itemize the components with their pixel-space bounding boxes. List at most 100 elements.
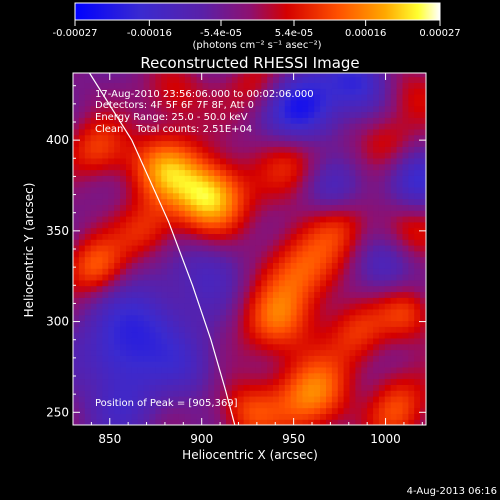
heatmap-cell (384, 157, 392, 165)
heatmap-cell (214, 239, 221, 246)
heatmap-cell (337, 262, 345, 269)
heatmap-cell (149, 390, 156, 397)
heatmap-cell (320, 401, 327, 409)
heatmap-cell (373, 99, 380, 107)
heatmap-cell (308, 73, 315, 78)
heatmap-cell (243, 355, 251, 362)
heatmap-cell (202, 210, 209, 217)
heatmap-cell (308, 256, 315, 263)
heatmap-cell (384, 210, 392, 217)
heatmap-cell (184, 76, 192, 83)
heatmap-cell (237, 262, 245, 269)
heatmap-cell (108, 186, 115, 194)
heatmap-cell (390, 245, 398, 252)
heatmap-cell (184, 407, 192, 414)
heatmap-cell (202, 88, 209, 95)
heatmap-cell (420, 396, 426, 403)
heatmap-cell (261, 262, 268, 269)
heatmap-cell (178, 82, 186, 89)
heatmap-cell (202, 227, 209, 234)
heatmap-cell (261, 117, 268, 124)
heatmap-cell (390, 169, 398, 176)
heatmap-cell (314, 198, 321, 205)
heatmap-cell (237, 221, 245, 229)
heatmap-cell (84, 169, 92, 176)
heatmap-cell (408, 262, 415, 269)
heatmap-cell (278, 285, 286, 293)
heatmap-cell (102, 279, 109, 287)
heatmap-cell (178, 128, 186, 136)
heatmap-cell (84, 314, 92, 322)
heatmap-cell (390, 396, 398, 403)
heatmap-cell (120, 186, 127, 194)
heatmap-cell (302, 419, 309, 425)
heatmap-cell (255, 250, 262, 258)
heatmap-cell (126, 245, 133, 252)
heatmap-cell (337, 401, 345, 409)
heatmap-cell (320, 134, 327, 142)
heatmap-cell (267, 308, 274, 316)
heatmap-cell (84, 186, 92, 194)
heatmap-cell (331, 111, 339, 118)
heatmap-cell (278, 99, 286, 107)
heatmap-cell (155, 314, 162, 322)
heatmap-cell (190, 332, 198, 339)
heatmap-cell (278, 326, 286, 333)
heatmap-cell (149, 279, 156, 287)
heatmap-cell (202, 221, 209, 229)
heatmap-cell (155, 134, 162, 142)
heatmap-cell (402, 378, 409, 385)
heatmap-cell (178, 349, 186, 356)
heatmap-cell (155, 390, 162, 397)
heatmap-cell (378, 314, 386, 322)
heatmap-cell (373, 366, 380, 374)
heatmap-cell (384, 111, 392, 118)
heatmap-cell (349, 169, 356, 176)
heatmap-cell (131, 204, 139, 211)
heatmap-cell (78, 413, 86, 420)
heatmap-cell (361, 99, 368, 107)
heatmap-cell (114, 297, 121, 304)
heatmap-cell (190, 239, 198, 246)
heatmap-cell (114, 76, 121, 83)
heatmap-cell (196, 413, 204, 420)
heatmap-cell (378, 146, 386, 153)
heatmap-cell (73, 250, 80, 258)
heatmap-cell (402, 111, 409, 118)
heatmap-cell (184, 262, 192, 269)
heatmap-cell (220, 343, 227, 351)
heatmap-cell (373, 279, 380, 287)
heatmap-cell (331, 366, 339, 374)
heatmap-cell (137, 314, 145, 322)
heatmap-cell (290, 337, 298, 345)
heatmap-cell (326, 76, 333, 83)
heatmap-cell (408, 337, 415, 345)
heatmap-cell (296, 291, 304, 298)
heatmap-cell (90, 175, 98, 182)
heatmap-cell (78, 192, 86, 200)
heatmap-cell (284, 233, 292, 240)
heatmap-cell (155, 157, 162, 165)
heatmap-cell (126, 320, 133, 327)
heatmap-cell (143, 268, 151, 275)
heatmap-cell (108, 88, 115, 95)
heatmap-cell (314, 256, 321, 263)
heatmap-cell (214, 308, 221, 316)
heatmap-cell (114, 88, 121, 95)
chart-title: Reconstructed RHESSI Image (140, 54, 359, 72)
heatmap-cell (184, 250, 192, 258)
heatmap-cell (302, 152, 309, 159)
heatmap-cell (349, 111, 356, 118)
heatmap-cell (131, 99, 139, 107)
heatmap-cell (349, 355, 356, 362)
heatmap-cell (361, 245, 368, 252)
heatmap-cell (284, 279, 292, 287)
heatmap-cell (302, 239, 309, 246)
heatmap-cell (373, 250, 380, 258)
heatmap-cell (308, 181, 315, 188)
heatmap-cell (84, 384, 92, 391)
heatmap-cell (261, 343, 268, 351)
heatmap-cell (202, 134, 209, 142)
heatmap-cell (361, 94, 368, 101)
heatmap-cell (337, 88, 345, 95)
